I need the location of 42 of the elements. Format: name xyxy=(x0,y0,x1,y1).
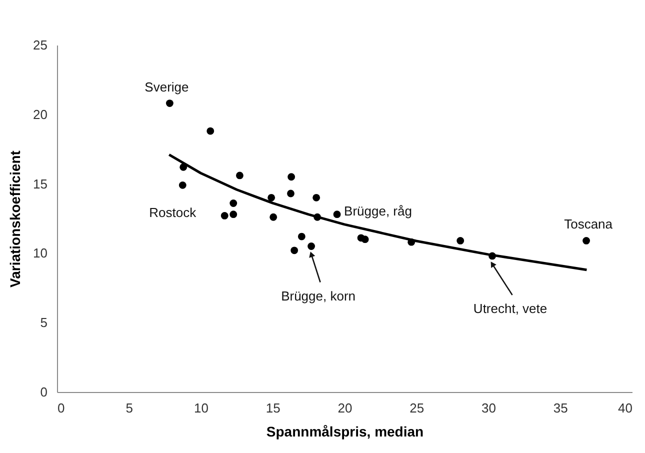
y-tick-label: 15 xyxy=(33,176,48,192)
point xyxy=(206,127,214,135)
point xyxy=(178,181,186,189)
x-tick-label: 10 xyxy=(194,400,208,416)
point xyxy=(361,236,369,244)
point xyxy=(268,194,276,202)
annotation: Rostock xyxy=(149,205,197,220)
annotation: Utrecht, vete xyxy=(473,300,548,316)
annotation: Brügge, korn xyxy=(281,288,356,304)
annotation: Sverige xyxy=(144,79,189,94)
point xyxy=(312,194,320,202)
point xyxy=(298,232,306,240)
x-tick-label: 30 xyxy=(482,400,496,416)
x-tick-label: 35 xyxy=(553,400,568,416)
point xyxy=(270,213,278,221)
point xyxy=(333,210,341,218)
y-tick-label: 10 xyxy=(33,246,48,261)
x-tick-label: 5 xyxy=(126,400,133,416)
point xyxy=(287,190,294,198)
point xyxy=(166,100,174,107)
point xyxy=(308,242,315,250)
point xyxy=(582,237,590,244)
y-tick-label: 25 xyxy=(33,38,48,52)
x-tick-label: 0 xyxy=(58,400,65,416)
y-tick-label: 20 xyxy=(33,106,48,122)
point xyxy=(456,237,464,244)
y-tick-label: 0 xyxy=(40,384,48,400)
y-axis-title: Variationskoefficient xyxy=(7,150,24,288)
annotation: Brügge, råg xyxy=(344,203,412,218)
point xyxy=(230,200,238,207)
point xyxy=(230,210,238,218)
point xyxy=(236,172,244,180)
x-axis-title: Spannmålspris, median xyxy=(266,424,424,440)
x-tick-label: 15 xyxy=(266,400,280,416)
x-tick-label: 40 xyxy=(618,400,632,416)
point xyxy=(220,212,228,220)
point xyxy=(288,173,296,181)
annotation: Toscana xyxy=(564,216,614,232)
y-tick-label: 5 xyxy=(40,315,48,330)
x-tick-label: 25 xyxy=(410,400,424,416)
x-tick-label: 20 xyxy=(338,400,352,416)
point xyxy=(290,246,298,254)
